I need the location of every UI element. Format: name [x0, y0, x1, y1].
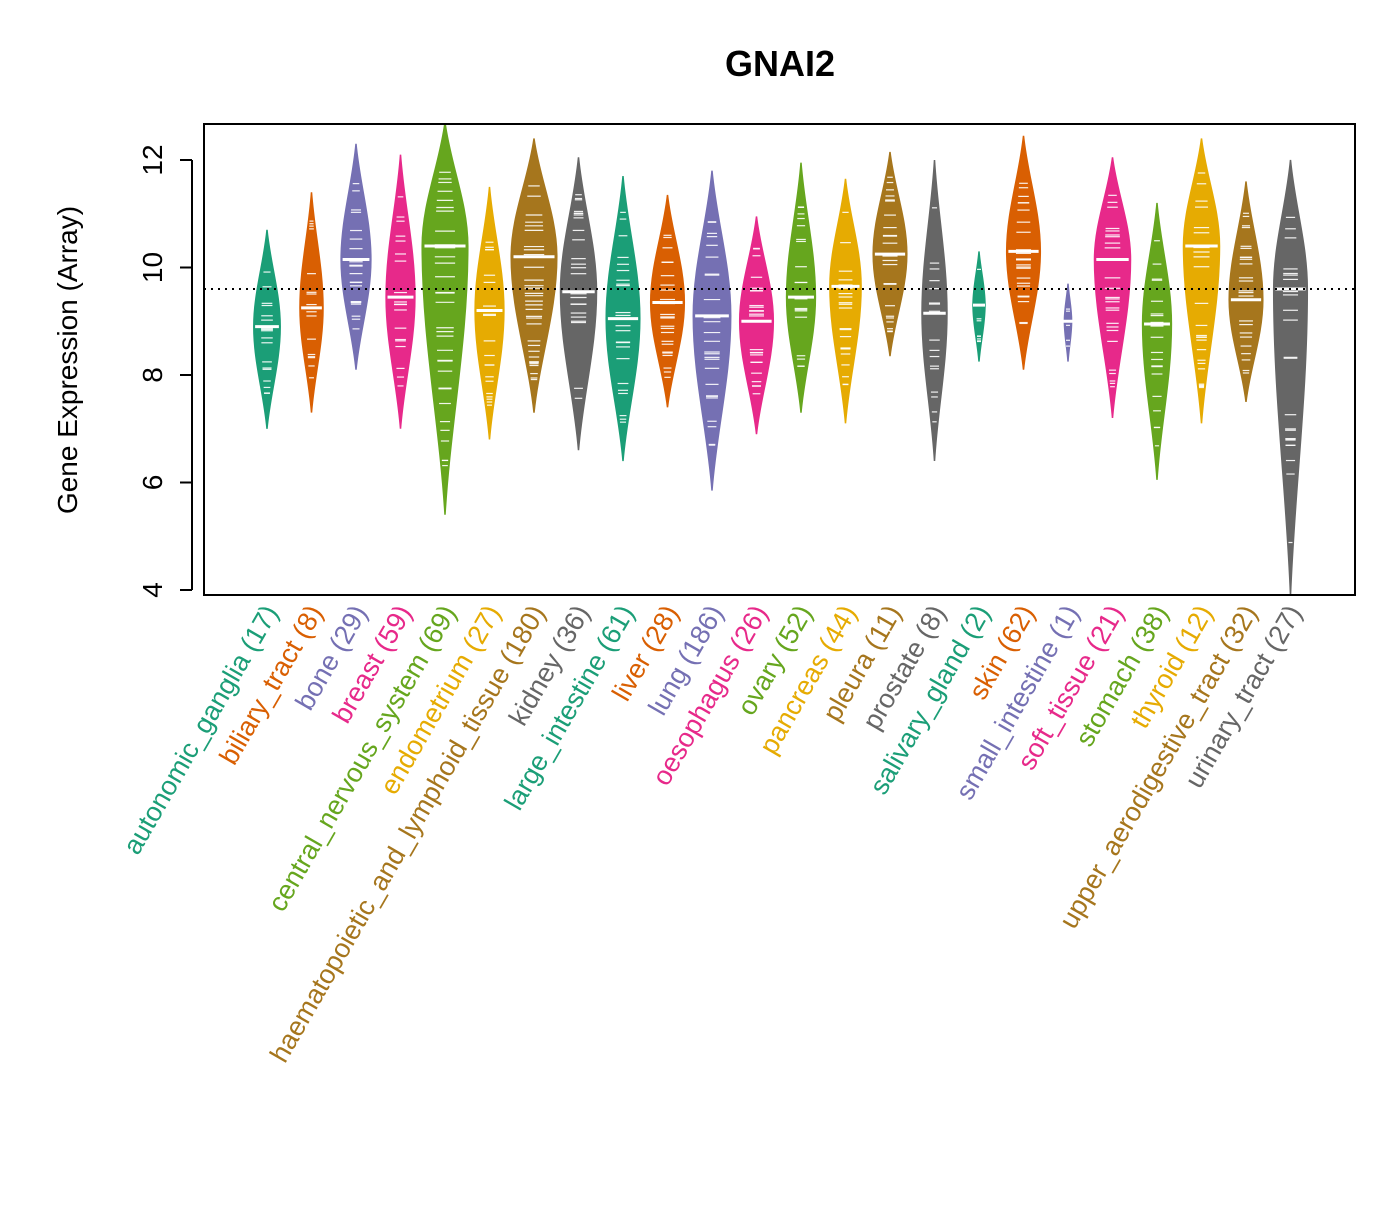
violin-small_intestine	[1062, 283, 1074, 362]
chart-title: GNAI2	[725, 43, 835, 84]
violin-body	[921, 159, 948, 462]
violin-body	[1141, 202, 1173, 480]
category-count: (27)	[1254, 600, 1308, 663]
y-tick-label: 6	[137, 475, 168, 491]
y-tick-label: 12	[137, 144, 168, 175]
violin-thyroid	[1182, 138, 1221, 424]
violin-body	[474, 186, 505, 440]
violin-body	[1228, 181, 1264, 402]
violin-skin	[1005, 135, 1042, 370]
violin-body	[785, 162, 817, 413]
plot-area	[204, 124, 1355, 595]
violin-ovary	[785, 162, 817, 413]
violins-group	[204, 124, 1355, 595]
violin-upper_aerodigestive_tract	[1228, 181, 1264, 402]
violin-stomach	[1141, 202, 1173, 480]
violin-salivary_gland	[972, 251, 986, 362]
violin-urinary_tract	[1272, 159, 1309, 595]
violin-body	[510, 138, 558, 413]
violin-body	[385, 154, 416, 429]
violin-body	[299, 192, 324, 413]
violin-breast	[385, 154, 416, 429]
y-tick-label: 10	[137, 252, 168, 283]
y-tick-label: 4	[137, 582, 168, 598]
violin-prostate	[921, 159, 948, 462]
violin-body	[1182, 138, 1221, 424]
violin-soft_tissue	[1093, 157, 1132, 419]
violin-liver	[649, 194, 686, 408]
violin-bone	[340, 143, 372, 370]
y-axis-label: Gene Expression (Array)	[52, 206, 83, 514]
violin-haematopoietic_and_lymphoid_tissue	[510, 138, 558, 413]
violin-body	[340, 143, 372, 370]
plot-border	[203, 123, 1356, 596]
violin-body	[1093, 157, 1132, 419]
violin-body	[421, 124, 469, 515]
violin-body	[829, 178, 862, 424]
violin-lung	[692, 170, 732, 491]
violin-pancreas	[829, 178, 862, 424]
violin-body	[692, 170, 732, 491]
violin-pleura	[872, 151, 908, 357]
violin-large_intestine	[605, 176, 641, 462]
violin-biliary_tract	[299, 192, 324, 413]
category-label: liver (28)	[606, 600, 685, 706]
violin-kidney	[559, 157, 598, 451]
violin-oesophagus	[738, 216, 775, 435]
violin-body	[1272, 159, 1309, 595]
y-axis: 4 6 8 10 12	[137, 144, 193, 598]
violin-autonomic_ganglia	[253, 229, 281, 429]
violin-endometrium	[474, 186, 505, 440]
violin-central_nervous_system	[421, 124, 469, 515]
y-tick-label: 8	[137, 367, 168, 383]
violin-body	[738, 216, 775, 435]
